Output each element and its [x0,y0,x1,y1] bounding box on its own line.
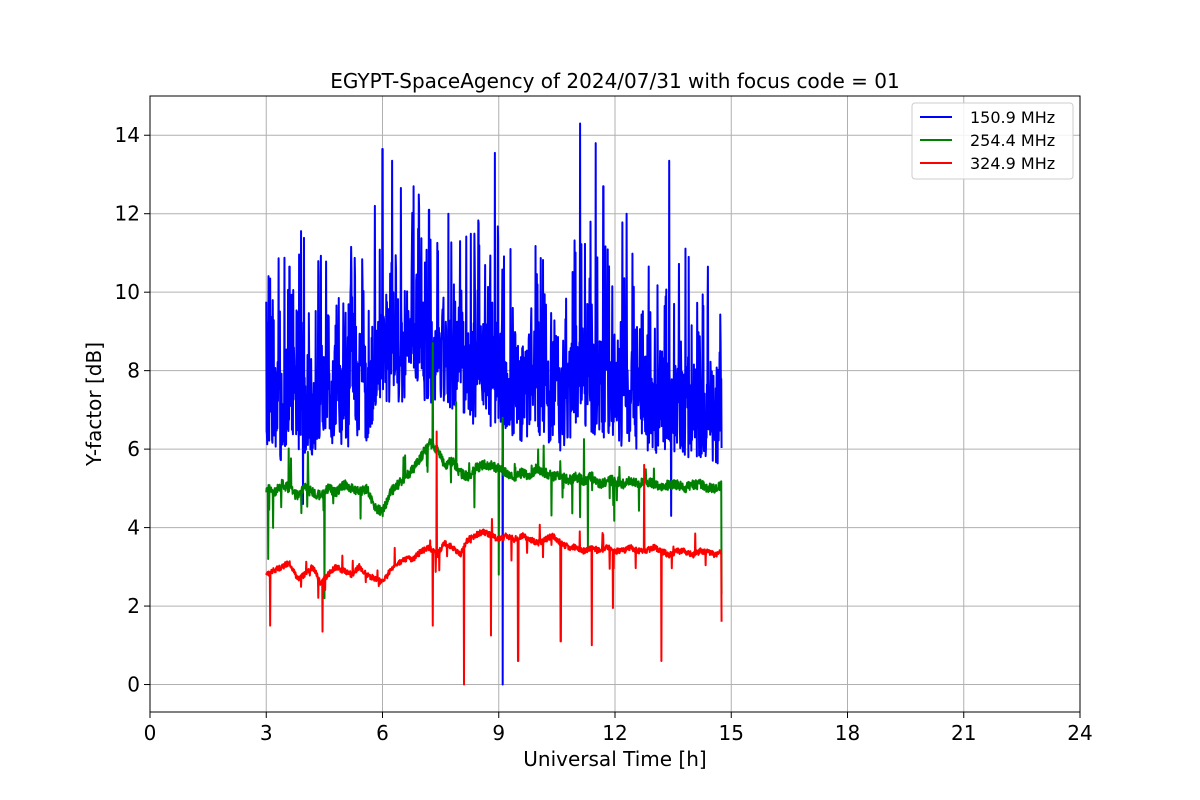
x-tick-label: 3 [260,721,273,745]
series-line-3 [265,430,723,686]
legend-label: 324.9 MHz [970,154,1055,173]
y-tick-label: 10 [115,280,140,304]
x-tick-label: 12 [602,721,627,745]
y-tick-label: 8 [127,359,140,383]
legend-label: 150.9 MHz [970,108,1055,127]
y-tick-label: 2 [127,594,140,618]
x-tick-label: 18 [835,721,860,745]
x-axis-label: Universal Time [h] [523,747,706,771]
x-tick-label: 21 [951,721,976,745]
y-tick-label: 0 [127,673,140,697]
y-axis-label: Y-factor [dB] [82,342,106,467]
x-tick-label: 6 [376,721,389,745]
x-tick-label: 9 [492,721,505,745]
legend: 150.9 MHz 254.4 MHz 324.9 MHz [911,102,1074,180]
chart-title: EGYPT-SpaceAgency of 2024/07/31 with foc… [330,69,899,93]
y-tick-label: 12 [115,202,140,226]
legend-box [911,102,1074,180]
series-line-2 [265,342,723,600]
series-line-1 [265,122,723,686]
y-tick-label: 6 [127,437,140,461]
legend-label: 254.4 MHz [970,131,1055,150]
y-tick-label: 4 [127,516,140,540]
x-tick-label: 15 [719,721,744,745]
x-tick-label: 24 [1067,721,1092,745]
x-tick-label: 0 [144,721,157,745]
series-layer [265,122,723,686]
y-tick-label: 14 [115,123,140,147]
